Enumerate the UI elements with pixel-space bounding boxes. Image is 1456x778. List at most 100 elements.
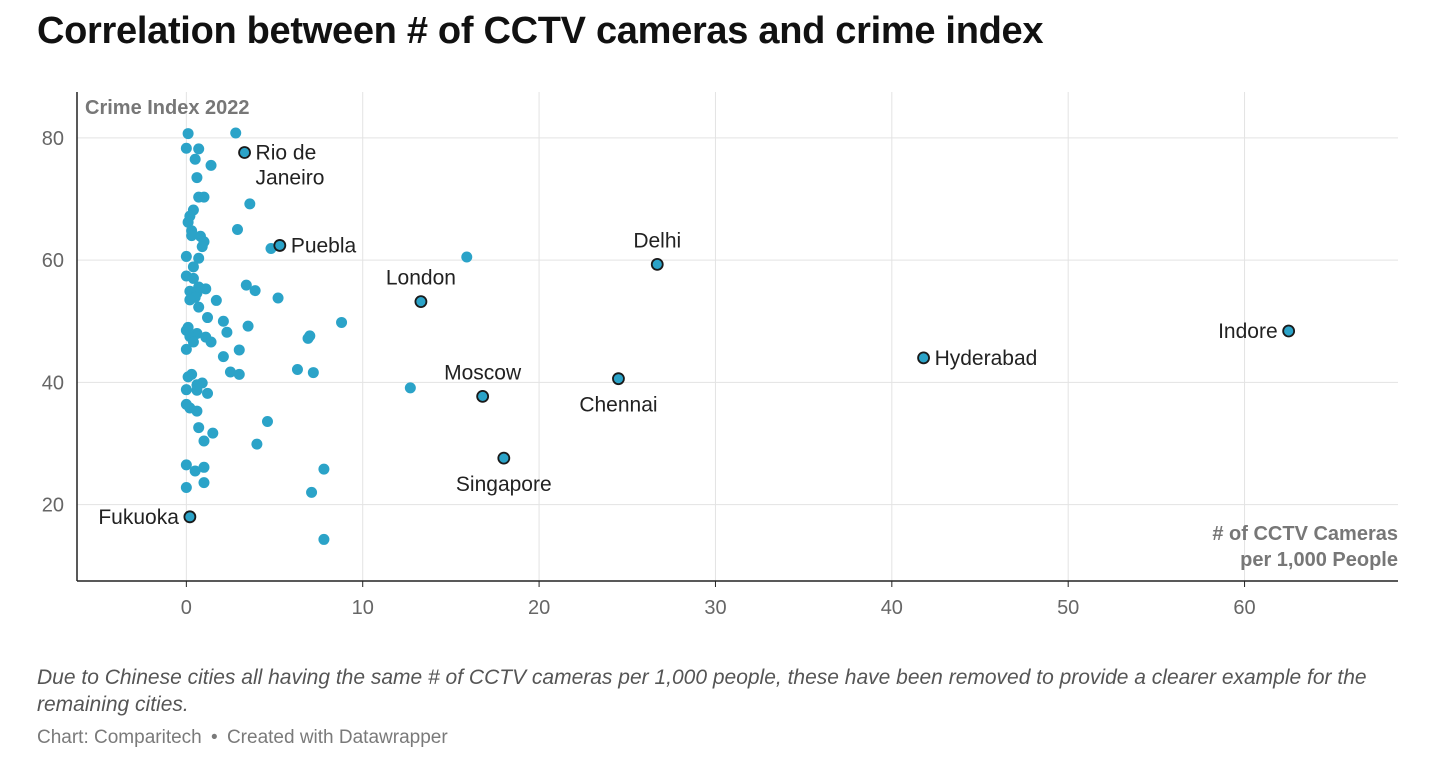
city-label-line: Indore	[1218, 320, 1278, 343]
data-point	[180, 481, 192, 493]
data-point	[182, 128, 194, 140]
data-point	[291, 364, 303, 376]
data-point	[191, 405, 203, 417]
data-point	[224, 366, 236, 378]
data-point	[180, 459, 192, 471]
chart-title: Correlation between # of CCTV cameras an…	[37, 10, 1044, 52]
city-label: Hyderabad	[935, 347, 1038, 370]
y-tick-label: 40	[42, 372, 64, 394]
city-label-line: Fukuoka	[98, 506, 179, 529]
data-point	[244, 198, 256, 210]
x-tick-label: 10	[352, 597, 374, 619]
x-axis-title-line: # of CCTV Cameras	[1212, 523, 1398, 545]
y-axis-title: Crime Index 2022	[85, 97, 250, 119]
data-point	[230, 127, 242, 139]
data-point	[251, 438, 263, 450]
data-point	[210, 294, 222, 306]
data-point	[307, 367, 319, 379]
data-point	[233, 344, 245, 356]
data-point	[180, 343, 192, 355]
labeled-data-point	[1282, 324, 1296, 338]
data-point	[233, 368, 245, 380]
data-point	[261, 415, 273, 427]
labeled-data-point	[476, 390, 490, 403]
city-label-line: London	[386, 267, 456, 290]
data-point	[217, 351, 229, 363]
data-point	[191, 384, 203, 396]
axes	[76, 92, 1398, 587]
data-point	[186, 230, 198, 242]
labeled-data-point	[497, 451, 511, 465]
data-point	[193, 301, 205, 313]
data-point	[404, 382, 416, 394]
data-point	[272, 292, 284, 304]
city-label: Moscow	[444, 361, 522, 384]
city-label: Singapore	[456, 473, 552, 496]
data-point	[205, 336, 217, 348]
data-point	[187, 261, 199, 273]
data-point	[198, 191, 210, 203]
data-point	[202, 312, 214, 324]
data-point	[184, 294, 196, 306]
city-label-line: Chennai	[579, 394, 657, 417]
tick-labels: 0 10 20 30 40 50 60 20 40 60 80	[42, 128, 1256, 619]
x-tick-label: 20	[528, 597, 550, 619]
data-point	[200, 283, 212, 295]
data-point	[180, 142, 192, 154]
city-labels: Rio de Janeiro Puebla London Delhi Indore Hyde…	[98, 142, 1277, 529]
data-point	[221, 326, 233, 338]
city-label: Indore	[1218, 320, 1278, 343]
data-point	[198, 477, 210, 489]
data-point	[461, 251, 473, 263]
scatter-chart: 0 10 20 30 40 50 60 20 40 60 80 Rio de Janeiro Puebl…	[42, 92, 1398, 619]
gridlines	[77, 92, 1398, 581]
labeled-data-point	[650, 257, 664, 271]
data-point	[240, 279, 252, 291]
data-point	[180, 250, 192, 262]
city-label-line: Delhi	[633, 229, 681, 252]
x-axis-title-line: per 1,000 People	[1240, 549, 1398, 571]
chart-credit: Chart: Comparitech • Created with Datawr…	[37, 727, 448, 749]
data-point	[205, 159, 217, 171]
data-point	[306, 486, 318, 498]
data-point	[318, 533, 330, 545]
data-point	[189, 465, 201, 477]
data-point	[202, 387, 214, 399]
data-point	[193, 252, 205, 264]
data-point	[198, 435, 210, 447]
city-label-line: Rio de	[256, 142, 317, 165]
city-label: Delhi	[633, 229, 681, 252]
x-tick-label: 50	[1057, 597, 1079, 619]
y-tick-label: 20	[42, 495, 64, 517]
data-point	[182, 371, 194, 383]
credit-tool: Created with Datawrapper	[226, 727, 448, 748]
x-tick-label: 60	[1233, 597, 1255, 619]
data-point	[187, 272, 199, 284]
data-point	[249, 285, 261, 297]
data-point	[336, 316, 348, 328]
data-point	[217, 315, 229, 327]
data-point	[180, 384, 192, 396]
city-label-line: Janeiro	[256, 167, 325, 190]
city-label: Puebla	[291, 234, 357, 257]
data-point	[242, 320, 254, 332]
y-tick-label: 80	[42, 128, 64, 150]
city-label-line: Hyderabad	[935, 347, 1038, 370]
x-tick-label: 0	[181, 597, 192, 619]
data-point	[193, 143, 205, 155]
labeled-data-point	[414, 295, 428, 309]
data-points	[180, 127, 1296, 545]
city-label: Rio de Janeiro	[256, 142, 325, 190]
x-axis-title: # of CCTV Cameras per 1,000 People	[1212, 523, 1398, 571]
city-label-line: Moscow	[444, 361, 522, 384]
labeled-data-point	[183, 510, 197, 524]
data-point	[302, 332, 314, 344]
data-point	[191, 172, 203, 184]
data-point	[198, 461, 210, 473]
data-point	[189, 153, 201, 165]
data-point	[193, 422, 205, 434]
data-point	[187, 336, 199, 348]
city-label-line: Puebla	[291, 234, 357, 257]
labeled-data-point	[238, 146, 251, 159]
chart-footnote: Due to Chinese cities all having the sam…	[37, 666, 1367, 716]
